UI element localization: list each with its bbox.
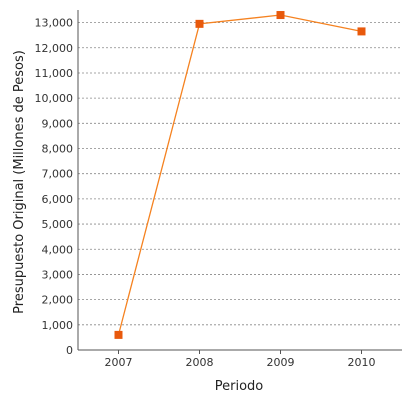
y-tick-label: 4,000: [42, 243, 74, 256]
data-point: [357, 27, 366, 36]
y-tick-label: 8,000: [42, 143, 74, 156]
x-tick-label: 2010: [348, 356, 376, 369]
y-tick-label: 2,000: [42, 294, 74, 307]
data-point: [195, 19, 204, 28]
grid-lines: [78, 22, 402, 326]
y-tick-label: 12,000: [35, 42, 74, 55]
y-tick-label: 0: [66, 344, 73, 357]
y-tick-label: 3,000: [42, 268, 74, 281]
data-point: [276, 11, 285, 20]
x-tick-label: 2009: [267, 356, 295, 369]
y-tick-label: 7,000: [42, 168, 74, 181]
x-tick-labels: 2007 2008 2009 2010: [105, 356, 376, 369]
series-line: [117, 14, 362, 336]
data-point: [114, 330, 123, 339]
x-axis-label: Periodo: [215, 379, 264, 393]
y-tick-label: 9,000: [42, 117, 74, 130]
y-axis-label: Presupuesto Original (Millones de Pesos): [12, 50, 27, 314]
y-tick-labels: 0 1,000 2,000 3,000 4,000 5,000 6,000 7,000 8,00…: [35, 17, 74, 357]
series-layer: [114, 11, 366, 339]
y-tick-label: 1,000: [42, 319, 74, 332]
x-tick-label: 2008: [186, 356, 214, 369]
x-tick-label: 2007: [105, 356, 133, 369]
y-tick-label: 6,000: [42, 193, 74, 206]
y-tick-label: 10,000: [35, 92, 74, 105]
y-tick-label: 13,000: [35, 17, 74, 30]
y-tick-label: 5,000: [42, 218, 74, 231]
y-tick-label: 11,000: [35, 67, 74, 80]
axes: [77, 10, 402, 354]
